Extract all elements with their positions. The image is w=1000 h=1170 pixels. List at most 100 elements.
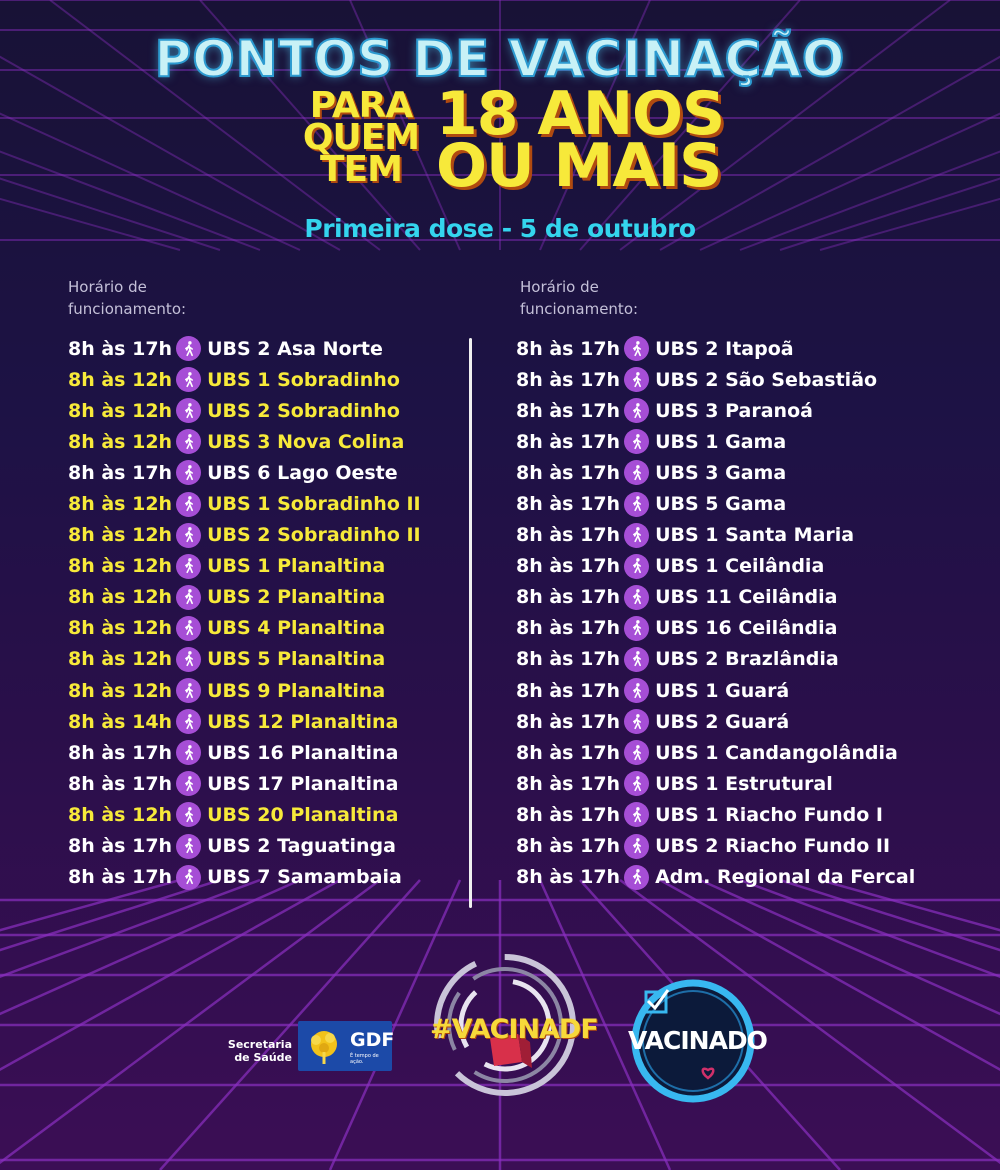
opening-hours: 8h às 12h: [68, 617, 173, 640]
location-name: UBS 2 São Sebastião: [655, 368, 878, 391]
grid-line: [619, 878, 1000, 1165]
opening-hours: 8h às 17h: [516, 399, 621, 422]
grid-line: [0, 878, 221, 952]
opening-hours: 8h às 17h: [68, 337, 173, 360]
walking-person-icon: [624, 336, 650, 362]
grid-line: [659, 55, 1000, 251]
grid-line: [0, 878, 261, 979]
location-name: UBS 1 Santa Maria: [655, 524, 855, 547]
location-name: UBS 2 Brazlândia: [655, 648, 839, 671]
opening-hours: 8h às 17h: [516, 430, 621, 453]
secretaria-line-2: de Saúde: [234, 1051, 292, 1064]
opening-hours: 8h às 17h: [516, 586, 621, 609]
opening-hours: 8h às 17h: [516, 679, 621, 702]
opening-hours: 8h às 17h: [516, 803, 621, 826]
location-name: UBS 9 Planaltina: [207, 679, 386, 702]
walking-person-icon: [624, 460, 650, 486]
gdf-logo: GDF É tempo de ação.: [298, 1021, 394, 1071]
opening-hours: 8h às 12h: [68, 493, 173, 516]
location-name: UBS 3 Paranoá: [655, 399, 813, 422]
grid-line: [539, 0, 651, 251]
location-row: 8h às 17h UBS 16 Planaltina: [68, 737, 463, 768]
opening-hours: 8h às 14h: [68, 710, 173, 733]
dose-date-subtitle: Primeira dose - 5 de outubro: [304, 214, 696, 243]
grid-line: [0, 177, 221, 251]
walking-person-icon: [624, 522, 650, 548]
location-name: UBS 2 Taguatinga: [207, 835, 396, 858]
location-row: 8h às 12h UBS 2 Planaltina: [68, 582, 463, 613]
walking-person-icon: [624, 367, 650, 393]
tem-word: TEM: [320, 149, 403, 190]
location-name: UBS 2 Guará: [655, 710, 790, 733]
opening-hours: 8h às 17h: [68, 772, 173, 795]
walking-person-icon: [176, 429, 202, 455]
walking-person-icon: [176, 398, 202, 424]
vacinado-badge: VACINADO: [628, 976, 768, 1106]
walking-person-icon: [176, 802, 202, 828]
location-row: 8h às 17h UBS 1 Riacho Fundo I: [516, 799, 986, 830]
location-name: UBS 2 Sobradinho II: [207, 524, 421, 547]
opening-hours: 8h às 17h: [516, 493, 621, 516]
location-row: 8h às 17h UBS 1 Santa Maria: [516, 520, 986, 551]
opening-hours: 8h às 12h: [68, 803, 173, 826]
hours-label-left: Horário de funcionamento:: [68, 276, 186, 320]
location-row: 8h às 17h UBS 3 Paranoá: [516, 395, 986, 426]
grid-line: [0, 878, 381, 1165]
opening-hours: 8h às 17h: [516, 866, 621, 889]
walking-person-icon: [624, 615, 650, 641]
walking-person-icon: [176, 584, 202, 610]
walking-person-icon: [624, 491, 650, 517]
secretaria-line-1: Secretaria: [227, 1038, 292, 1051]
location-row: 8h às 17h UBS 2 Asa Norte: [68, 333, 463, 364]
opening-hours: 8h às 17h: [68, 741, 173, 764]
opening-hours: 8h às 12h: [68, 648, 173, 671]
walking-person-icon: [176, 833, 202, 859]
column-divider: [469, 338, 472, 908]
grid-line: [0, 878, 181, 932]
opening-hours: 8h às 17h: [516, 772, 621, 795]
vacinadf-rings-icon: [434, 954, 576, 1096]
walking-person-icon: [176, 367, 202, 393]
location-row: 8h às 17h UBS 1 Gama: [516, 426, 986, 457]
location-name: UBS 17 Planaltina: [207, 772, 399, 795]
location-row: 8h às 17h UBS 17 Planaltina: [68, 768, 463, 799]
grid-line: [659, 878, 1000, 1072]
opening-hours: 8h às 12h: [68, 368, 173, 391]
right-location-list: 8h às 17h UBS 2 Itapoã 8h às 17h UBS 2 São …: [516, 333, 986, 893]
location-name: UBS 1 Gama: [655, 430, 787, 453]
location-name: UBS 1 Riacho Fundo I: [655, 803, 883, 826]
location-name: UBS 7 Samambaia: [207, 866, 402, 889]
location-name: UBS 1 Estrutural: [655, 772, 833, 795]
grid-line: [619, 0, 951, 251]
location-row: 8h às 17h UBS 2 Itapoã: [516, 333, 986, 364]
location-row: 8h às 12h UBS 9 Planaltina: [68, 675, 463, 706]
opening-hours: 8h às 17h: [516, 555, 621, 578]
hours-label-line-1: Horário de: [520, 278, 599, 296]
gdf-slogan: É tempo de ação.: [350, 1053, 379, 1065]
vacinado-text: VACINADO: [628, 1026, 768, 1055]
grid-line: [699, 878, 1000, 1016]
hours-label-line-1: Horário de: [68, 278, 147, 296]
grid-line: [0, 878, 301, 1016]
age-headline: 18 ANOS OU MAIS: [436, 84, 736, 201]
grid-line: [819, 197, 1000, 251]
location-name: UBS 1 Sobradinho: [207, 368, 400, 391]
location-row: 8h às 12h UBS 1 Sobradinho: [68, 364, 463, 395]
grid-line: [538, 879, 672, 1170]
location-row: 8h às 12h UBS 4 Planaltina: [68, 613, 463, 644]
grid-line: [0, 112, 301, 251]
opening-hours: 8h às 17h: [516, 368, 621, 391]
opening-hours: 8h às 12h: [68, 524, 173, 547]
location-row: 8h às 17h UBS 7 Samambaia: [68, 862, 463, 893]
opening-hours: 8h às 12h: [68, 399, 173, 422]
walking-person-icon: [624, 584, 650, 610]
location-row: 8h às 12h UBS 20 Planaltina: [68, 799, 463, 830]
location-row: 8h às 17h UBS 2 Guará: [516, 706, 986, 737]
walking-person-icon: [176, 771, 202, 797]
age-line-2: OU MAIS: [436, 131, 722, 201]
grid-line: [0, 878, 341, 1072]
opening-hours: 8h às 17h: [516, 337, 621, 360]
location-name: UBS 2 Itapoã: [655, 337, 794, 360]
location-name: UBS 3 Nova Colina: [207, 430, 405, 453]
left-location-list: 8h às 17h UBS 2 Asa Norte 8h às 12h UBS 1 S…: [68, 333, 463, 893]
